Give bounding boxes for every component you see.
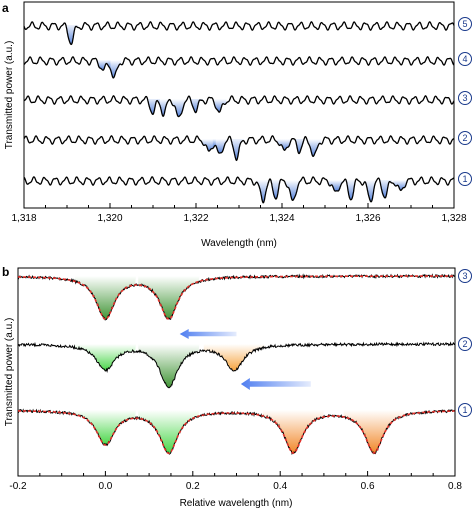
panel-a-frame [23, 1, 455, 209]
trace-badge-label: 3 [462, 271, 467, 281]
panel-b-traces: 3 2 1 [17, 269, 472, 456]
trace-badge [458, 17, 472, 31]
trace-badge [458, 131, 472, 145]
trace-badge [458, 52, 472, 66]
x-tick-label: 0.8 [448, 481, 462, 492]
panel-letter-b: b [2, 265, 9, 279]
dip-shading [107, 60, 122, 78]
trace-badge-label: 2 [462, 133, 467, 143]
trace-badge-label: 1 [462, 174, 467, 184]
x-tick-label: -0.2 [9, 481, 27, 492]
fit-curve [17, 410, 455, 455]
trace-badge-label: 5 [462, 19, 467, 29]
x-tick-label: 0.4 [273, 481, 287, 492]
resonance-shading [343, 410, 405, 453]
x-tick-label: 1,320 [97, 213, 122, 224]
transmission-trace [23, 95, 455, 118]
resonance-shading [74, 410, 136, 445]
dip-shading [230, 136, 244, 161]
dip-shading [212, 99, 227, 113]
transmission-trace [23, 21, 455, 46]
x-tick-label: 1,328 [441, 213, 466, 224]
trace-badge [458, 172, 472, 186]
trace-badge-label: 3 [462, 93, 467, 103]
dip-shading [285, 180, 300, 201]
panel-a-x-axis: 1,318 1,320 1,322 1,324 1,326 1,328 [11, 203, 467, 224]
resonance-shading [138, 276, 200, 320]
resonance-shading [138, 344, 200, 388]
dip-shading [189, 96, 203, 113]
trace-badge-label: 1 [462, 405, 467, 415]
x-tick-label: 0.2 [186, 481, 200, 492]
resonance-shading [74, 276, 136, 320]
panel-a-xlabel: Wavelength (nm) [201, 238, 277, 249]
panel-b-x-axis: -0.2 0.0 0.2 0.4 0.6 0.8 [9, 471, 462, 492]
shift-arrow [179, 329, 237, 339]
trace-badge [458, 403, 472, 417]
panel-b-xlabel: Relative wavelength (nm) [180, 498, 293, 509]
transmission-trace [23, 176, 455, 204]
dip-shading [393, 180, 408, 191]
transmission-trace [23, 56, 455, 79]
panel-b-ylabel: Transmitted power (a.u.) [4, 318, 15, 427]
panel-b-frame [17, 267, 456, 477]
x-tick-label: 1,324 [269, 213, 294, 224]
x-tick-label: 1,326 [355, 213, 380, 224]
panel-a-traces: 5 4 3 2 1 [23, 17, 472, 204]
transmission-trace [23, 135, 455, 162]
x-tick-label: 0.6 [361, 481, 375, 492]
dip-shading [171, 99, 186, 117]
x-tick-label: 1,318 [11, 213, 36, 224]
resonance-shading [138, 410, 200, 454]
resonance-shading [203, 344, 265, 371]
shift-arrow [240, 378, 311, 390]
resonance-shading [262, 410, 324, 454]
measured-trace [17, 341, 456, 389]
resonance-shading [74, 344, 136, 371]
dip-shading [156, 99, 171, 117]
panel-a-ylabel: Transmitted power (a.u.) [4, 41, 15, 150]
x-tick-label: 0.0 [98, 481, 112, 492]
x-tick-label: 1,322 [183, 213, 208, 224]
dip-shading [277, 139, 291, 151]
trace-badge [458, 337, 472, 351]
trace-badge [458, 269, 472, 283]
fit-curve [18, 275, 455, 321]
panel-letter-a: a [2, 1, 9, 15]
trace-badge-label: 4 [462, 54, 467, 64]
trace-badge [458, 91, 472, 105]
trace-badge-label: 2 [462, 339, 467, 349]
dip-shading [307, 139, 322, 157]
